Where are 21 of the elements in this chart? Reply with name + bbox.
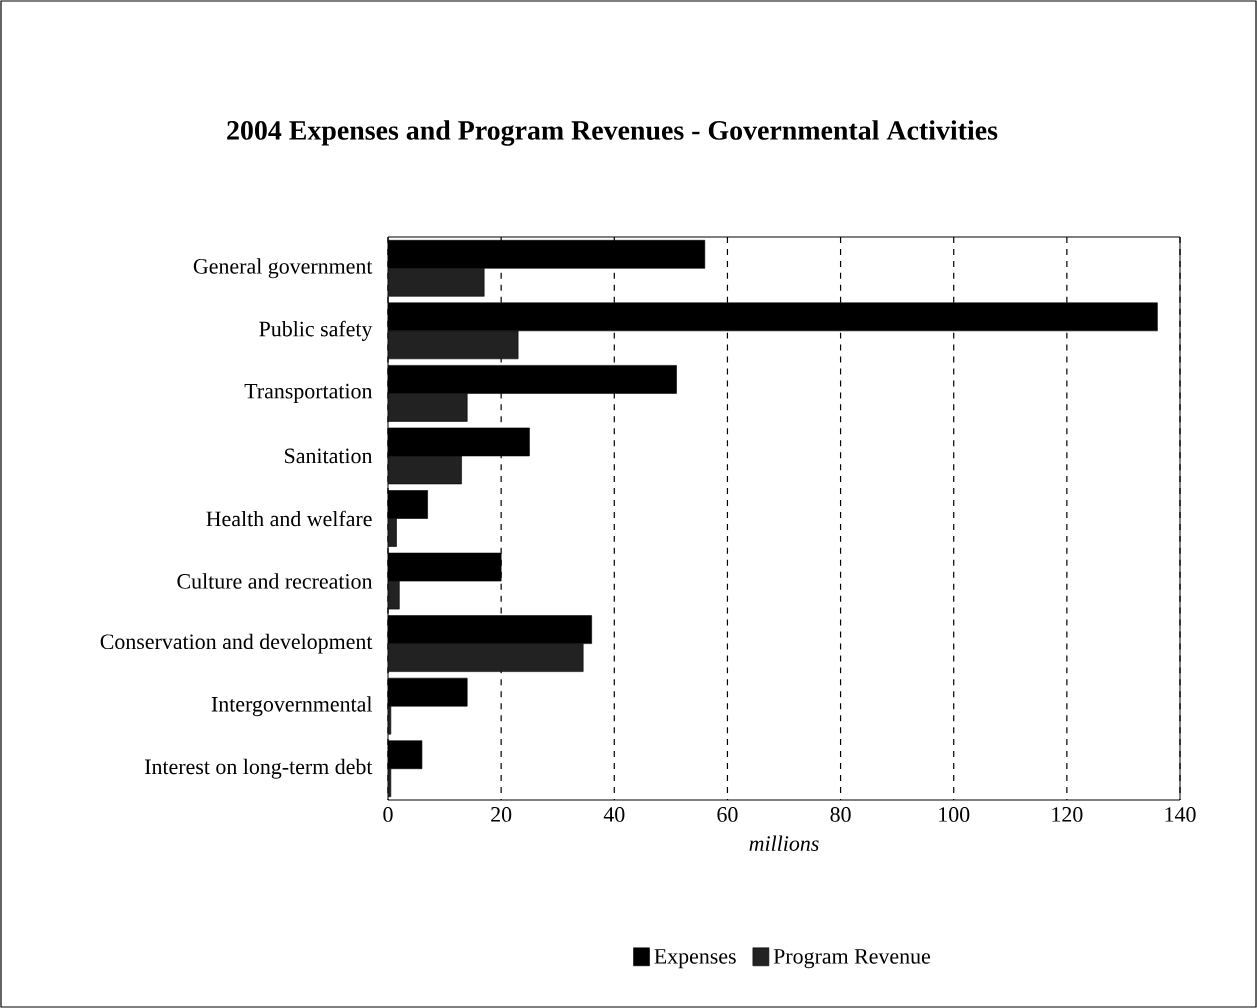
y-tick-label: Intergovernmental (211, 696, 373, 717)
x-tick-label: 20 (491, 807, 512, 822)
y-tick-label: Sanitation (285, 448, 373, 464)
x-tick-label: 80 (830, 807, 851, 822)
x-tick-label: 60 (717, 807, 738, 822)
chart-title: 2004 Expenses and Program Revenues - Governmental Activities (227, 120, 998, 146)
y-tick-label: Public safety (259, 320, 373, 341)
x-tick-label: 40 (603, 807, 625, 822)
y-tick-label: Conservation and development (100, 633, 373, 654)
y-tick-label: Interest on long-term debt (144, 758, 373, 779)
x-tick-label: 0 (383, 807, 393, 822)
x-axis-title: millions (749, 835, 819, 851)
y-tick-label: Health and welfare (206, 510, 372, 527)
legend-label: Expenses (654, 949, 736, 969)
y-tick-label: General government (193, 258, 373, 279)
legend-label: Program Revenue (773, 949, 931, 969)
x-tick-label: 120 (1052, 807, 1083, 822)
x-tick-label: 100 (939, 807, 970, 822)
y-tick-label: Transportation (244, 383, 373, 403)
y-tick-label: Culture and recreation (177, 573, 373, 589)
x-tick-label: 140 (1165, 807, 1196, 822)
